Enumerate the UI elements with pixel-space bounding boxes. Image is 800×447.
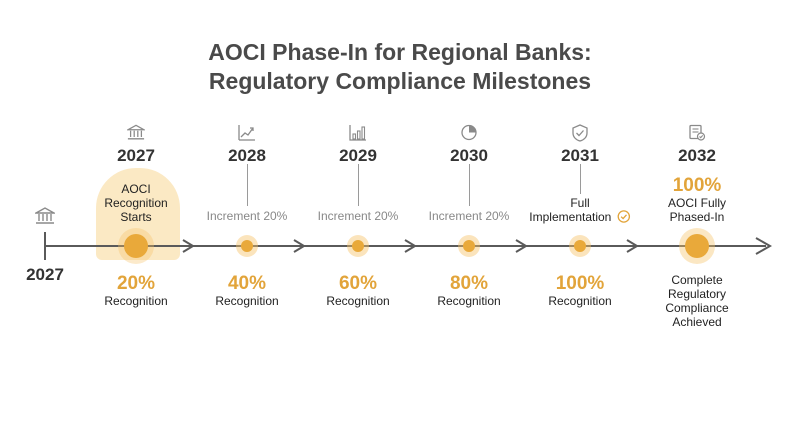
label-line: Complete (671, 273, 723, 287)
milestone-year: 2029 (339, 146, 377, 165)
connector-line-2029 (358, 164, 359, 206)
milestone-sub-label: Recognition (548, 294, 612, 308)
milestone-top-label: AOCI Recognition Starts (104, 182, 167, 224)
milestone-sub-label: Recognition (215, 294, 279, 308)
label-line: Compliance (665, 301, 729, 315)
label-line: Recognition (104, 196, 168, 210)
bank-icon (127, 124, 145, 141)
milestone-year: 2027 (117, 146, 155, 165)
milestone-percent: 40% (227, 273, 267, 294)
bank-icon (35, 207, 55, 225)
milestone-top-label: Full Implementation (529, 196, 631, 226)
connector-line-2030 (469, 164, 470, 206)
label-line: Implementation (529, 210, 612, 224)
connector-line-2028 (247, 164, 248, 206)
milestone-percent: 80% (449, 273, 489, 294)
title-line-1: AOCI Phase-In for Regional Banks: (208, 39, 592, 65)
milestone-year: 2032 (678, 146, 716, 165)
label-line: AOCI (121, 182, 151, 196)
milestone-top-label: AOCI Fully Phased-In (668, 196, 726, 224)
milestone-sub-label: Recognition (104, 294, 168, 308)
label-line: Full (570, 196, 590, 210)
milestone-node-2031 (569, 235, 591, 257)
label-line: Starts (120, 210, 152, 224)
milestone-top-label: Increment 20% (428, 209, 510, 223)
segment-arrow (515, 239, 528, 253)
milestone-sub-label: Recognition (326, 294, 390, 308)
label-line-with-icon: Implementation (529, 210, 631, 226)
timeline-end-arrow (755, 237, 773, 255)
segment-arrow (626, 239, 639, 253)
segment-arrow (293, 239, 306, 253)
label-line: Phased-In (669, 210, 725, 224)
bar-chart-icon (349, 124, 367, 141)
milestone-percent: 60% (338, 273, 378, 294)
milestone-year: 2031 (561, 146, 599, 165)
milestone-top-label: Increment 20% (317, 209, 399, 223)
milestone-node-2030 (458, 235, 480, 257)
document-check-icon (689, 124, 706, 141)
chart-up-icon (238, 124, 256, 141)
milestone-sub-label: Recognition (437, 294, 501, 308)
title-line-2: Regulatory Compliance Milestones (208, 68, 592, 94)
milestone-top-percent: 100% (672, 175, 722, 196)
label-line: Regulatory (667, 287, 727, 301)
start-year: 2027 (26, 265, 64, 284)
milestone-year: 2030 (450, 146, 488, 165)
segment-arrow (404, 239, 417, 253)
label-line: AOCI Fully (667, 196, 727, 210)
page-title: AOCI Phase-In for Regional Banks: Regula… (0, 38, 800, 96)
connector-line-2031 (580, 164, 581, 194)
milestone-node-2028 (236, 235, 258, 257)
pie-chart-icon (461, 124, 478, 141)
milestone-node-2027 (118, 228, 154, 264)
milestone-percent: 100% (555, 273, 605, 294)
milestone-node-2032 (679, 228, 715, 264)
shield-check-icon (572, 124, 588, 142)
label-line: Achieved (672, 315, 722, 329)
milestone-bottom-label: Complete Regulatory Compliance Achieved (665, 273, 728, 329)
milestone-year: 2028 (228, 146, 266, 165)
milestone-top-label: Increment 20% (206, 209, 288, 223)
segment-arrow (182, 239, 195, 253)
milestone-percent: 20% (116, 273, 156, 294)
check-circle-icon (617, 210, 631, 226)
milestone-node-2029 (347, 235, 369, 257)
